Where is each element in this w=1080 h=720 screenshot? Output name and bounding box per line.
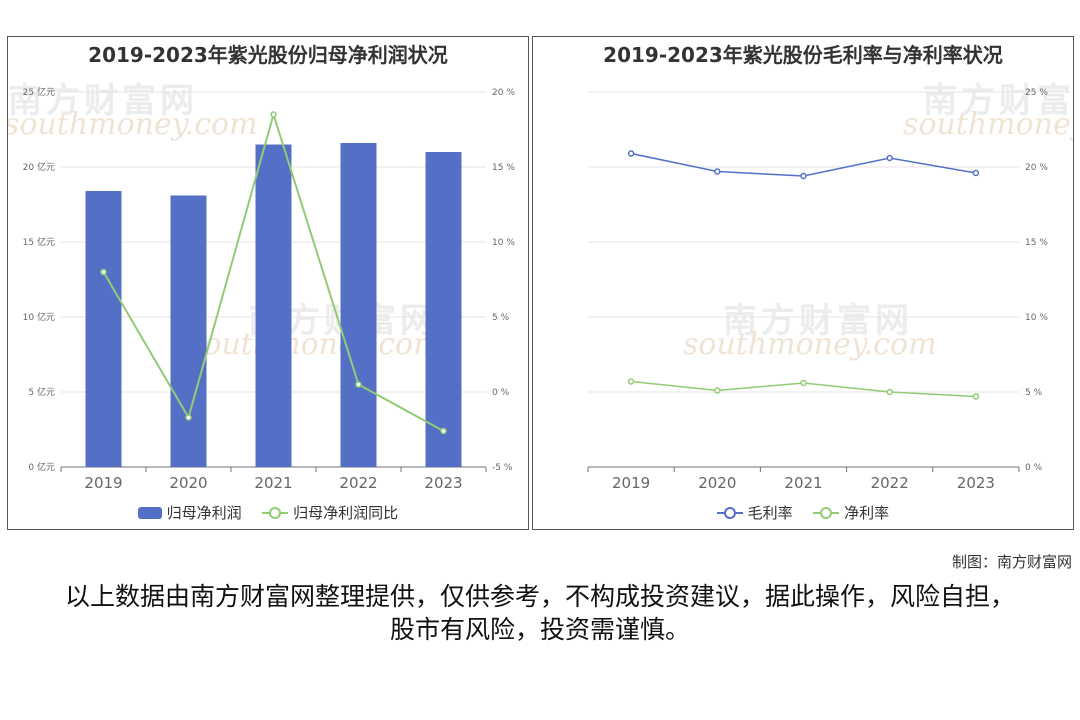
chart-credit: 制图：南方财富网: [951, 553, 1072, 571]
y-left-tick-label: 5 亿元: [28, 386, 55, 398]
right-chart-panel: 南方财富网 southmoney.com 南方财富网 southmoney.co…: [532, 36, 1074, 530]
y-right-tick-label: 15 %: [1025, 238, 1048, 248]
point-gross-margin: [627, 150, 635, 157]
y-right-tick-label: 20 %: [492, 88, 515, 98]
right-chart-title: 2019-2023年紫光股份毛利率与净利率状况: [603, 43, 1003, 67]
y-right-tick-label: 5 %: [1025, 388, 1043, 398]
legend-label: 归母净利润: [166, 504, 242, 522]
y-left-tick-label: 25 亿元: [23, 86, 55, 98]
legend-line-swatch-icon: [716, 507, 743, 519]
y-right-tick-label: 25 %: [1025, 88, 1048, 98]
y-left-tick-label: 15 亿元: [23, 236, 55, 248]
point-gross-margin: [886, 154, 893, 162]
watermark-text-en: southmoney.com: [188, 327, 442, 362]
y-right-tick-label: 20 %: [1025, 163, 1048, 173]
x-tick-label: 2019: [84, 474, 122, 492]
left-chart-legend: 归母净利润 归母净利润同比: [8, 502, 528, 523]
left-chart-title: 2019-2023年紫光股份归母净利润状况: [88, 43, 448, 67]
x-tick-label: 2022: [871, 474, 909, 492]
point-net-margin: [714, 387, 721, 394]
point-net-margin: [800, 379, 807, 387]
right-chart-svg: 0 % 5 % 10 % 15 % 20 % 25 % 2019 2020 2021 2022 20…: [587, 88, 1048, 492]
legend-item-bar[interactable]: 归母净利润: [137, 504, 247, 522]
y-right-tick-label: 5 %: [492, 313, 510, 323]
bar-net-profit: [340, 143, 377, 467]
y-right-tick-label: 10 %: [1025, 313, 1048, 323]
legend-item-gross-margin[interactable]: 毛利率: [716, 504, 798, 522]
x-tick-label: 2019: [612, 474, 650, 492]
point-yoy: [185, 414, 192, 421]
point-net-margin: [886, 388, 893, 396]
left-chart-svg: 0 亿元 5 亿元 10 亿元 15 亿元 20 亿元 25 亿元 -5 % 0 % 5 % 10…: [23, 86, 516, 492]
bar-net-profit: [85, 191, 122, 467]
bar-net-profit: [170, 195, 207, 467]
legend-bar-swatch-icon: [137, 507, 162, 519]
legend-label: 毛利率: [747, 504, 793, 522]
line-gross-margin: [630, 152, 977, 177]
right-chart-legend: 毛利率 净利率: [533, 502, 1073, 523]
watermark-text-en: southmoney.com: [683, 327, 937, 362]
y-left-tick-label: 0 亿元: [28, 461, 55, 473]
point-gross-margin: [972, 169, 980, 177]
point-gross-margin: [714, 168, 721, 175]
x-tick-label: 2023: [424, 474, 462, 492]
y-right-tick-label: -5 %: [492, 463, 513, 473]
y-right-tick-label: 0 %: [492, 388, 510, 398]
x-tick-label: 2021: [254, 474, 292, 492]
point-net-margin: [972, 393, 980, 400]
watermark-text-en: southmoney.com: [903, 107, 1073, 142]
bar-net-profit: [255, 144, 292, 467]
point-yoy: [100, 268, 107, 276]
watermark-text-en: southmoney.com: [7, 107, 258, 142]
x-tick-label: 2021: [784, 474, 822, 492]
y-left-tick-label: 20 亿元: [23, 161, 55, 173]
legend-line-swatch-icon: [262, 507, 289, 519]
x-tick-label: 2020: [698, 474, 736, 492]
point-gross-margin: [800, 172, 807, 180]
legend-label: 净利率: [844, 504, 890, 522]
watermark-text: 南方财富网: [923, 81, 1074, 121]
y-right-tick-label: 0 %: [1025, 463, 1043, 473]
legend-line-swatch-icon: [813, 507, 840, 519]
point-yoy: [440, 427, 447, 435]
x-tick-label: 2022: [339, 474, 377, 492]
point-yoy: [270, 111, 277, 118]
left-chart-panel: 南方财富网 southmoney.com 南方财富网 southmoney.co…: [7, 36, 529, 530]
point-net-margin: [627, 378, 635, 385]
legend-label: 归母净利润同比: [293, 504, 399, 522]
point-yoy: [355, 381, 362, 388]
bar-net-profit: [425, 152, 462, 467]
legend-item-line[interactable]: 归母净利润同比: [262, 504, 398, 522]
disclaimer-text: 以上数据由南方财富网整理提供，仅供参考，不构成投资建议，据此操作，风险自担，股市…: [64, 582, 1015, 644]
y-right-tick-label: 15 %: [492, 163, 515, 173]
y-right-tick-label: 10 %: [492, 238, 515, 248]
x-tick-label: 2023: [957, 474, 995, 492]
legend-item-net-margin[interactable]: 净利率: [813, 504, 889, 522]
x-tick-label: 2020: [169, 474, 207, 492]
watermark-text: 南方财富网: [723, 301, 913, 341]
y-left-tick-label: 10 亿元: [23, 311, 55, 323]
watermark-text: 南方财富网: [8, 81, 198, 121]
